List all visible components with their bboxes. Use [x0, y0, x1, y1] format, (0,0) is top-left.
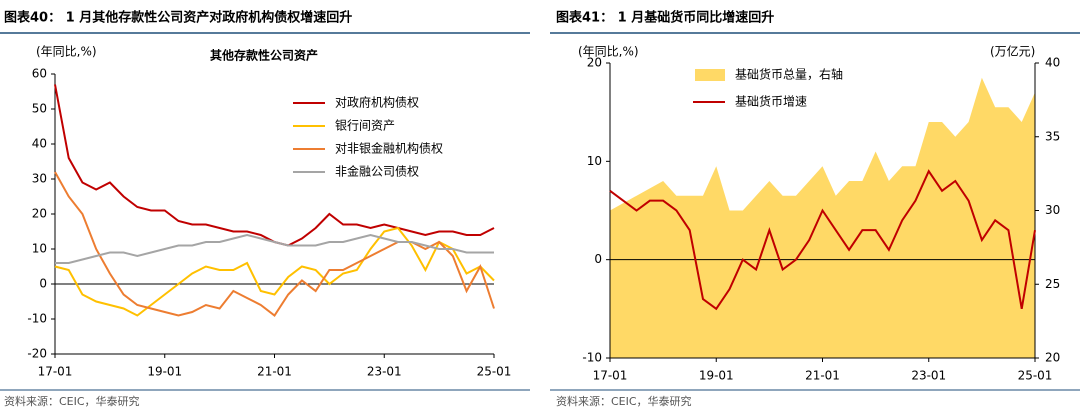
x-tick-label: 19-01: [699, 369, 734, 383]
legend-label: 基础货币总量，右轴: [735, 67, 843, 82]
chart-title: 图表41： 1 月基础货币同比增速回升: [556, 10, 774, 26]
line: [54, 84, 495, 247]
legend-label: 对非银金融机构债权: [335, 141, 443, 156]
x-tick-label: 21-01: [257, 365, 292, 379]
chart-title: 图表40： 1 月其他存款性公司资产对政府机构债权增速回升: [4, 10, 352, 26]
y-tick-label: 10: [587, 154, 602, 168]
legend-label: 非金融公司债权: [335, 164, 419, 179]
y2-tick-label: 20: [1045, 351, 1060, 365]
y2-axis-label: (万亿元): [990, 44, 1035, 59]
y-tick-label: -10: [27, 312, 47, 326]
y-tick-label: 30: [32, 172, 47, 186]
line: [55, 233, 494, 264]
y2-tick-label: 40: [1045, 56, 1060, 70]
y-tick-label: 0: [39, 277, 47, 291]
y-tick-label: 40: [32, 137, 47, 151]
y-axis-label: (年同比,%): [36, 45, 97, 59]
subtitle: 其他存款性公司资产: [210, 48, 318, 63]
line: [54, 226, 495, 317]
x-tick-label: 25-01: [477, 365, 512, 379]
legend-label: 基础货币增速: [735, 94, 807, 109]
area: [610, 77, 1035, 358]
y-tick-label: 20: [587, 56, 602, 70]
y-tick-label: 0: [594, 252, 602, 266]
x-tick-label: 21-01: [805, 369, 840, 383]
source: 资料来源：CEIC，华泰研究: [556, 394, 692, 408]
y-axis-label: (年同比,%): [578, 45, 639, 59]
x-tick-label: 17-01: [593, 369, 628, 383]
line: [54, 171, 495, 317]
x-tick-label: 19-01: [147, 365, 182, 379]
y-tick-label: 20: [32, 207, 47, 221]
y-tick-label: -20: [27, 347, 47, 361]
x-tick-label: 23-01: [911, 369, 946, 383]
y2-tick-label: 35: [1045, 129, 1060, 143]
legend-label: 对政府机构债权: [335, 95, 419, 110]
y-tick-label: -10: [582, 351, 602, 365]
y-tick-label: 50: [32, 102, 47, 116]
y-tick-label: 60: [32, 67, 47, 81]
x-tick-label: 17-01: [38, 365, 73, 379]
line: [609, 169, 1036, 311]
x-tick-label: 25-01: [1018, 369, 1053, 383]
y-tick-label: 10: [32, 242, 47, 256]
legend-label: 银行间资产: [335, 119, 395, 133]
y2-tick-label: 30: [1045, 203, 1060, 217]
source: 资料来源：CEIC，华泰研究: [4, 394, 140, 408]
legend-swatch: [695, 69, 725, 81]
x-tick-label: 23-01: [367, 365, 402, 379]
y2-tick-label: 25: [1045, 277, 1060, 291]
